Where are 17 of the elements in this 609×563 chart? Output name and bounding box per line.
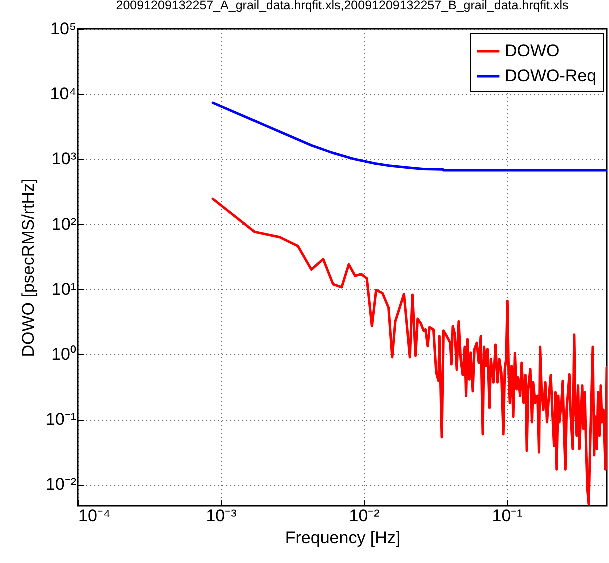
legend-label: DOWO-Req bbox=[505, 66, 597, 86]
y-axis-title: DOWO [psecRMS/rtHz] bbox=[18, 178, 38, 358]
chart-title: 20091209132257_A_grail_data.hrqfit.xls,20091209132257_B_grail_data.hrqfit.xls bbox=[116, 0, 569, 12]
y-tick-label: 10⁴ bbox=[50, 84, 76, 104]
x-tick-label: 10⁻² bbox=[349, 506, 380, 526]
y-tick-label: 10⁻¹ bbox=[46, 410, 77, 430]
x-axis-title: Frequency [Hz] bbox=[285, 528, 401, 548]
y-tick-label: 10¹ bbox=[52, 280, 77, 299]
y-tick-label: 10³ bbox=[52, 150, 77, 169]
y-tick-label: 10⁰ bbox=[52, 344, 76, 364]
x-tick-label: 10⁻³ bbox=[206, 506, 238, 526]
x-tick-label: 10⁻⁴ bbox=[78, 506, 111, 526]
y-tick-label: 10⁻² bbox=[46, 475, 77, 494]
y-tick-label: 10² bbox=[52, 214, 77, 234]
legend-label: DOWO bbox=[505, 42, 560, 60]
y-tick-label: 10⁵ bbox=[50, 20, 76, 38]
x-tick-label: 10⁻¹ bbox=[492, 506, 524, 526]
